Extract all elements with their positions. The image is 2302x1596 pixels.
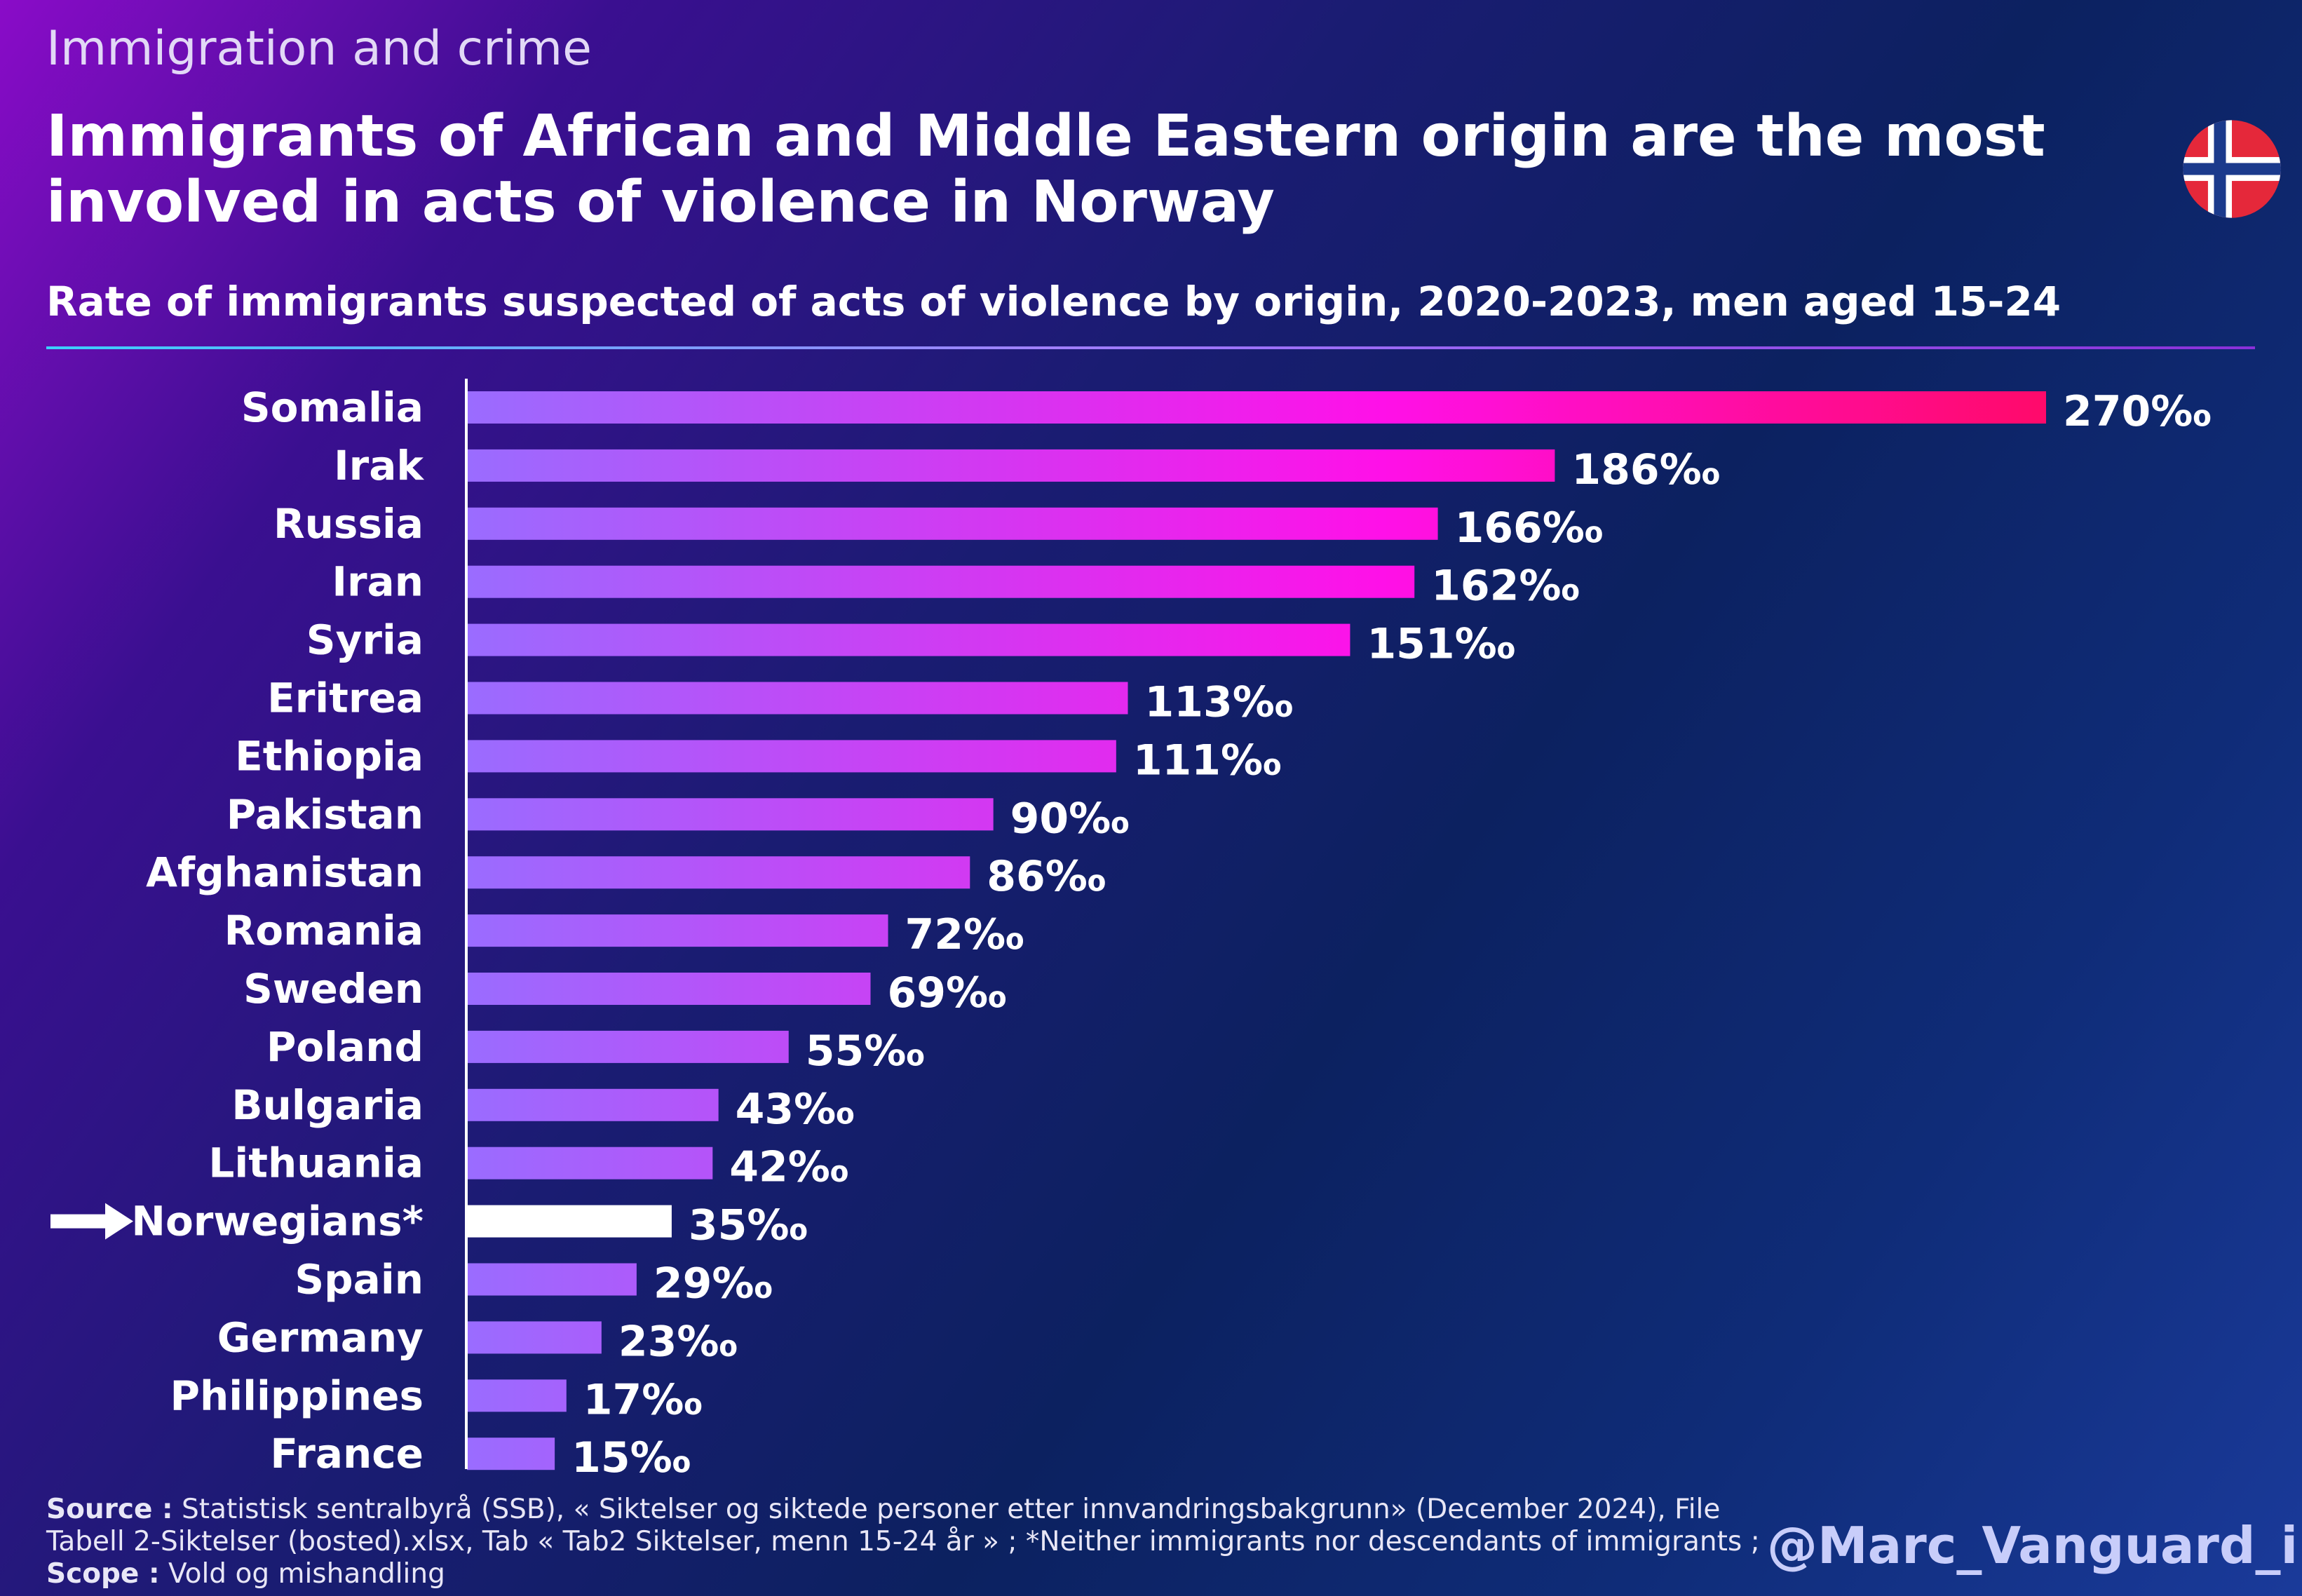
- bar: [467, 1030, 789, 1063]
- bar: [467, 449, 1555, 482]
- bar: [467, 1379, 567, 1412]
- value-label: 72‰: [905, 910, 1024, 959]
- norway-flag-icon: [2183, 120, 2281, 218]
- category-label: France: [270, 1430, 424, 1477]
- value-label: 29‰: [654, 1259, 773, 1308]
- source-text: Statistisk sentralbyrå (SSB), « Siktelse…: [46, 1494, 1760, 1557]
- source-note: Source : Statistisk sentralbyrå (SSB), «…: [46, 1494, 1764, 1590]
- bar: [467, 973, 871, 1005]
- bar: [467, 740, 1116, 773]
- page-title: Immigrants of African and Middle Eastern…: [46, 103, 2045, 236]
- bar: [467, 856, 970, 889]
- value-label: 42‰: [729, 1143, 848, 1192]
- value-label: 166‰: [1455, 503, 1604, 553]
- bar: [467, 798, 994, 831]
- author-handle: @Marc_Vanguard_i: [1767, 1516, 2298, 1575]
- value-label: 162‰: [1431, 562, 1580, 611]
- category-label: Poland: [266, 1023, 424, 1071]
- category-label: Afghanistan: [146, 848, 424, 896]
- category-label: Russia: [273, 500, 424, 548]
- bar: [467, 507, 1438, 540]
- category-label: Romania: [224, 907, 424, 954]
- category-label: Sweden: [243, 965, 424, 1013]
- category-label: Lithuania: [208, 1139, 424, 1187]
- value-label: 43‰: [736, 1085, 855, 1134]
- category-label: Germany: [217, 1313, 424, 1361]
- category-label: Eritrea: [267, 675, 424, 722]
- category-label: Somalia: [241, 384, 424, 431]
- bar: [467, 1263, 637, 1296]
- category-label: Iran: [332, 558, 424, 606]
- arrow-right-icon: [50, 1203, 133, 1240]
- value-label: 86‰: [987, 852, 1106, 901]
- kicker: Immigration and crime: [46, 21, 592, 76]
- bar: [467, 623, 1350, 656]
- category-label: Syria: [306, 616, 424, 664]
- value-label: 111‰: [1133, 736, 1282, 785]
- chart-subtitle: Rate of immigrants suspected of acts of …: [46, 278, 2061, 325]
- value-label: 90‰: [1010, 794, 1130, 843]
- bar: [467, 914, 888, 947]
- scope-text: Vold og mishandling: [168, 1558, 445, 1590]
- value-label: 151‰: [1367, 620, 1515, 669]
- bar: [467, 1088, 719, 1121]
- value-label: 17‰: [583, 1375, 703, 1424]
- bar: [467, 565, 1415, 598]
- bar: [467, 1438, 555, 1470]
- category-label: Bulgaria: [231, 1081, 424, 1129]
- category-label: Irak: [334, 442, 424, 489]
- source-label: Source :: [46, 1494, 173, 1525]
- bar: [467, 1147, 713, 1179]
- bar: [467, 1321, 602, 1354]
- category-label: Norwegians*: [131, 1198, 424, 1245]
- highlight-bar: [467, 1205, 672, 1238]
- bar: [467, 391, 2046, 424]
- value-label: 69‰: [888, 968, 1007, 1017]
- bar: [467, 682, 1128, 715]
- bars: Somalia 270‰ Irak 186‰ Russia 166‰ Iran 162‰ Syr…: [50, 384, 2212, 1482]
- value-label: 270‰: [2063, 387, 2212, 436]
- divider: [46, 346, 2255, 349]
- value-label: 113‰: [1145, 678, 1294, 727]
- value-label: 186‰: [1571, 445, 1720, 494]
- value-label: 23‰: [618, 1317, 738, 1366]
- category-label: Spain: [294, 1256, 424, 1304]
- category-label: Philippines: [170, 1372, 424, 1419]
- category-label: Pakistan: [226, 790, 424, 838]
- value-label: 15‰: [571, 1433, 691, 1482]
- category-label: Ethiopia: [235, 732, 424, 780]
- scope-label: Scope :: [46, 1558, 160, 1590]
- bar-chart: Somalia 270‰ Irak 186‰ Russia 166‰ Iran 162‰ Syr…: [50, 379, 2212, 1482]
- value-label: 55‰: [806, 1027, 925, 1076]
- value-label: 35‰: [689, 1201, 808, 1250]
